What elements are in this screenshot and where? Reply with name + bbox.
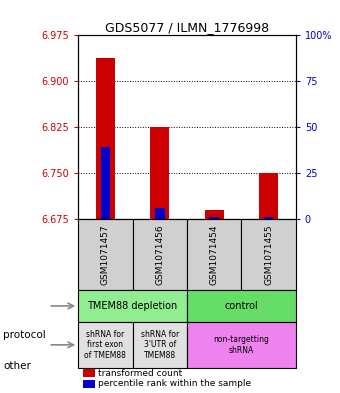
Text: other: other: [3, 361, 31, 371]
Bar: [133, 219, 187, 290]
Text: GSM1071455: GSM1071455: [264, 224, 273, 285]
Text: GSM1071456: GSM1071456: [155, 224, 164, 285]
Bar: [133, 322, 187, 368]
Bar: [205, 210, 224, 219]
Bar: [78, 290, 187, 322]
Bar: [187, 322, 296, 368]
Bar: [187, 290, 296, 322]
Bar: [83, 369, 95, 377]
Title: GDS5077 / ILMN_1776998: GDS5077 / ILMN_1776998: [105, 21, 269, 34]
Bar: [83, 380, 95, 388]
Text: protocol: protocol: [3, 330, 46, 340]
Bar: [264, 217, 273, 219]
Text: transformed count: transformed count: [98, 369, 182, 378]
Bar: [96, 58, 115, 219]
Bar: [241, 219, 296, 290]
Bar: [209, 217, 219, 219]
Bar: [259, 173, 278, 219]
Bar: [78, 322, 133, 368]
Text: TMEM88 depletion: TMEM88 depletion: [87, 301, 178, 311]
Text: shRNA for
3'UTR of
TMEM88: shRNA for 3'UTR of TMEM88: [141, 330, 179, 360]
Bar: [155, 208, 165, 219]
Text: control: control: [224, 301, 258, 311]
Bar: [101, 147, 110, 219]
Bar: [78, 219, 133, 290]
Text: GSM1071454: GSM1071454: [210, 224, 219, 285]
Bar: [187, 219, 241, 290]
Text: percentile rank within the sample: percentile rank within the sample: [98, 380, 251, 388]
Text: non-targetting
shRNA: non-targetting shRNA: [214, 335, 269, 354]
Text: shRNA for
first exon
of TMEM88: shRNA for first exon of TMEM88: [84, 330, 126, 360]
Text: GSM1071457: GSM1071457: [101, 224, 110, 285]
Bar: [150, 127, 169, 219]
